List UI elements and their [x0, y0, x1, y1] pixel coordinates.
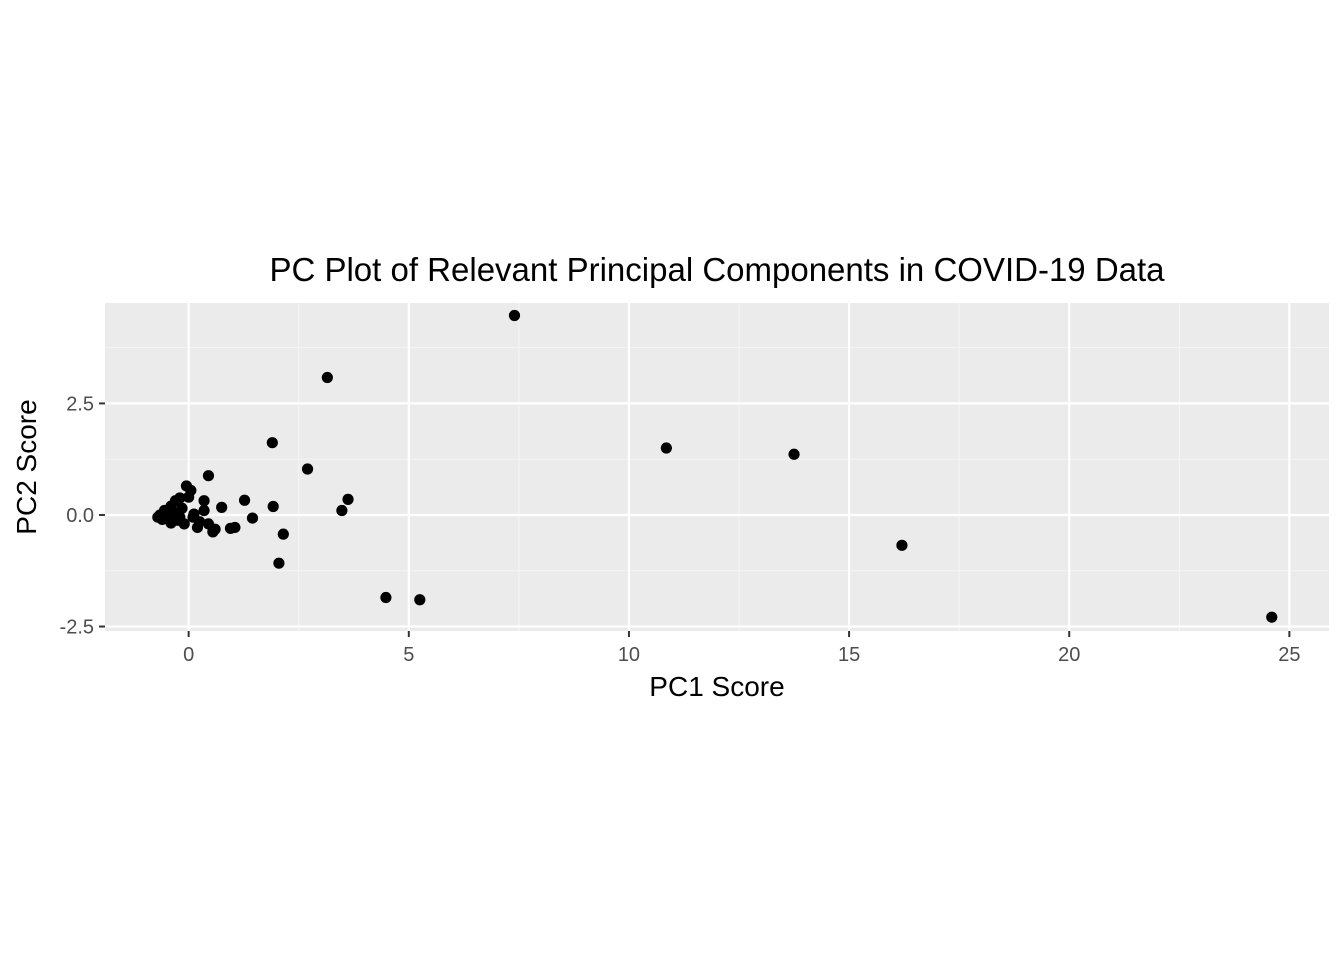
minor-gridlines: [105, 303, 1329, 631]
scatter-point: [209, 523, 221, 535]
chart-title: PC Plot of Relevant Principal Components…: [269, 251, 1165, 288]
y-axis-title: PC2 Score: [11, 399, 42, 534]
x-axis: 0 5 10 15 20 25: [183, 631, 1300, 666]
x-tick-label: 20: [1058, 644, 1080, 666]
y-tick-label: 2.5: [66, 393, 94, 415]
x-tick-label: 5: [403, 644, 414, 666]
scatter-point: [342, 493, 354, 505]
scatter-point: [267, 500, 279, 513]
scatter-point: [188, 508, 200, 520]
data-points: [152, 309, 1278, 623]
scatter-point: [174, 511, 186, 523]
scatter-point: [183, 491, 195, 503]
scatter-point: [508, 309, 521, 322]
scatter-point: [216, 501, 228, 513]
scatter-point: [277, 528, 289, 540]
scatter-point: [161, 510, 173, 522]
x-tick-label: 15: [838, 644, 860, 666]
scatter-point: [198, 495, 210, 507]
scatter-point: [321, 371, 333, 384]
scatter-point: [380, 591, 392, 604]
x-axis-title: PC1 Score: [649, 671, 784, 702]
scatter-point: [896, 539, 908, 551]
y-axis: -2.5 0.0 2.5: [60, 393, 105, 639]
x-tick-label: 10: [618, 644, 640, 666]
scatter-point: [202, 470, 215, 482]
scatter-point: [301, 463, 314, 475]
x-tick-label: 0: [183, 644, 194, 666]
y-tick-label: 0.0: [66, 505, 94, 527]
scatter-point: [198, 504, 210, 517]
scatter-point: [266, 437, 278, 449]
scatter-point: [660, 442, 672, 454]
scatter-point: [273, 557, 285, 569]
major-gridlines: [105, 303, 1329, 631]
y-tick-label: -2.5: [60, 617, 94, 639]
scatter-point: [176, 502, 188, 514]
scatter-point: [238, 494, 251, 506]
x-tick-label: 25: [1278, 644, 1300, 666]
scatter-point: [229, 521, 241, 534]
scatter-point: [788, 448, 800, 460]
scatter-point: [246, 512, 259, 524]
scatter-point: [414, 594, 426, 606]
plot-panel: [105, 303, 1329, 631]
scatter-point: [1266, 611, 1278, 623]
scatter-point: [336, 504, 348, 517]
scatter-point: [194, 516, 206, 528]
